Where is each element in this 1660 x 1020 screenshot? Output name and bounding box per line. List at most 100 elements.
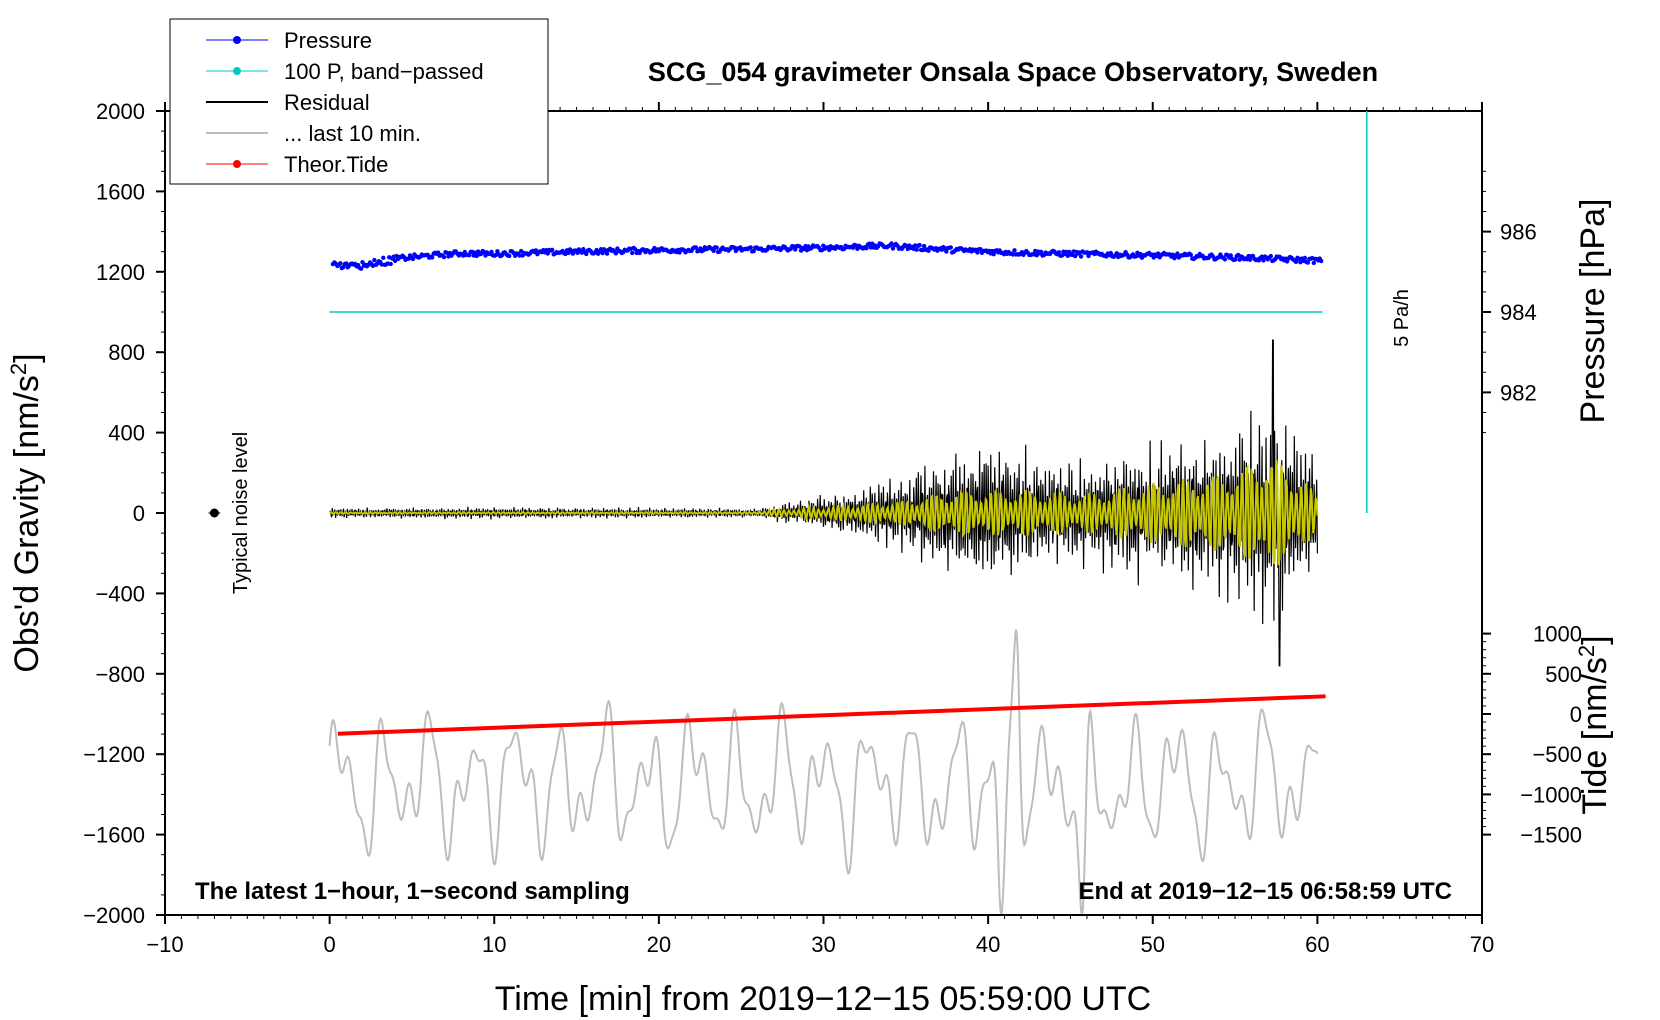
y-axis-label-pressure: Pressure [hPa]: [1574, 199, 1612, 424]
y-tick-label: −400: [95, 581, 145, 606]
tide-tick-label: −1000: [1520, 782, 1582, 807]
x-tick-label: 70: [1470, 932, 1494, 957]
pressure-tick-label: 986: [1500, 220, 1537, 245]
pressure-point: [630, 250, 635, 256]
pressure-point: [748, 245, 753, 250]
pressure-point: [600, 250, 605, 256]
y-axis-label-left: Obs'd Gravity [nm/s2]: [6, 353, 46, 672]
pressure-point: [1268, 253, 1274, 259]
legend-dot-bandpassed: [233, 67, 241, 75]
chart-title: SCG_054 gravimeter Onsala Space Observat…: [648, 57, 1378, 87]
pressure-point: [864, 246, 869, 251]
five-pa-per-hour-label: 5 Pa/h: [1391, 289, 1413, 347]
pressure-point: [711, 248, 716, 253]
tide-tick-label: 1000: [1533, 622, 1582, 647]
y-tick-label: −800: [95, 662, 145, 687]
legend-dot-tide: [233, 160, 241, 168]
pressure-point: [1302, 255, 1308, 261]
pressure-point: [926, 248, 931, 253]
pressure-point: [358, 266, 364, 271]
x-tick-label: 50: [1141, 932, 1165, 957]
note-latest-hour: The latest 1−hour, 1−second sampling: [195, 878, 630, 905]
tide-tick-label: 500: [1545, 662, 1582, 687]
note-end-time: End at 2019−12−15 06:58:59 UTC: [1078, 878, 1452, 905]
pressure-point: [545, 251, 550, 256]
pressure-point: [507, 253, 512, 259]
pressure-point: [430, 255, 435, 260]
y-tick-label: 400: [108, 421, 145, 446]
pressure-point: [944, 249, 949, 254]
y-tick-label: 800: [108, 340, 145, 365]
pressure-point: [388, 261, 393, 267]
pressure-point: [714, 245, 719, 250]
pressure-point: [1056, 250, 1062, 255]
pressure-point: [1247, 257, 1253, 262]
pressure-point: [613, 251, 619, 256]
noise-marker: [209, 508, 219, 518]
pressure-point: [1319, 258, 1324, 264]
tide-tick-label: −1500: [1520, 823, 1582, 848]
pressure-point: [467, 253, 472, 258]
pressure-point: [489, 249, 494, 255]
pressure-point: [1012, 248, 1017, 253]
pressure-point: [921, 243, 927, 249]
pressure-point: [751, 248, 756, 254]
x-tick-label: −10: [146, 932, 183, 957]
pressure-point: [1293, 259, 1299, 264]
pressure-point: [604, 251, 610, 256]
pressure-point: [1175, 251, 1180, 256]
series-filtered-yellow: [329, 459, 1319, 566]
pressure-point: [1222, 257, 1228, 262]
x-axis-label: Time [min] from 2019−12−15 05:59:00 UTC: [495, 980, 1151, 1018]
pressure-point: [381, 255, 386, 260]
y-tick-label: −1200: [83, 742, 145, 767]
x-tick-label: 60: [1305, 932, 1329, 957]
pressure-point: [1305, 260, 1311, 265]
pressure-point: [372, 257, 377, 263]
legend: Pressure 100 P, band−passed Residual ...…: [169, 18, 549, 185]
pressure-point: [584, 251, 589, 257]
pressure-point: [360, 260, 365, 265]
pressure-point: [1233, 257, 1238, 262]
pressure-point: [914, 247, 919, 252]
tide-tick-label: 0: [1570, 702, 1582, 727]
x-tick-label: 10: [482, 932, 506, 957]
tide-tick-label: −500: [1532, 742, 1582, 767]
pressure-tick-label: 984: [1500, 300, 1537, 325]
series-last-10-min: [328, 629, 1319, 915]
y-tick-label: 1600: [96, 179, 145, 204]
y-tick-label: 0: [133, 501, 145, 526]
series-theor-tide: [337, 694, 1326, 736]
x-tick-label: 20: [647, 932, 671, 957]
legend-label-pressure: Pressure: [284, 28, 372, 53]
legend-label-residual: Residual: [284, 90, 370, 115]
x-tick-label: 40: [976, 932, 1000, 957]
y-axis-label-tide: Tide [nm/s2]: [1574, 635, 1614, 814]
pressure-point: [1073, 253, 1078, 259]
pressure-point: [1228, 253, 1234, 258]
y-tick-label: 1200: [96, 260, 145, 285]
pressure-point: [948, 245, 953, 250]
pressure-point: [338, 261, 343, 266]
legend-label-last10: ... last 10 min.: [284, 121, 421, 146]
legend-label-tide: Theor.Tide: [284, 152, 388, 177]
y-tick-label: 2000: [96, 99, 145, 124]
pressure-point: [693, 245, 699, 250]
x-tick-label: 0: [324, 932, 336, 957]
pressure-point: [1078, 254, 1084, 259]
series-pressure: [330, 241, 1324, 271]
pressure-point: [917, 242, 922, 248]
pressure-point: [550, 247, 555, 253]
pressure-tick-label: 982: [1500, 380, 1537, 405]
noise-level-label: Typical noise level: [230, 432, 252, 594]
y-tick-label: −2000: [83, 903, 145, 928]
x-tick-label: 30: [811, 932, 835, 957]
pressure-point: [1261, 258, 1266, 263]
legend-dot-pressure: [233, 36, 241, 44]
y-tick-label: −1600: [83, 823, 145, 848]
legend-label-bandpassed: 100 P, band−passed: [284, 59, 484, 84]
pressure-point: [1311, 260, 1317, 266]
pressure-point: [1188, 252, 1194, 257]
pressure-point: [441, 254, 447, 260]
